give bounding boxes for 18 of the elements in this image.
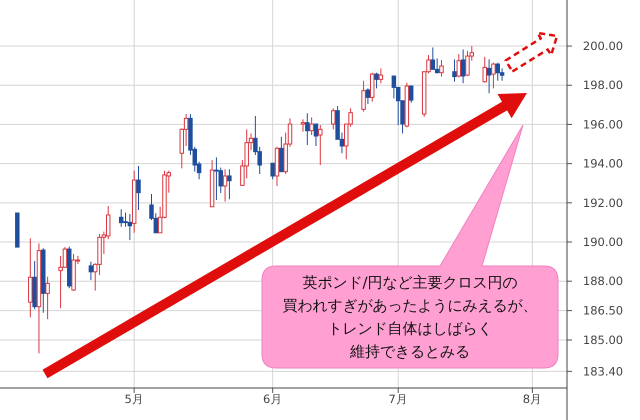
- y-tick-label: 192.00: [582, 196, 624, 210]
- y-tick-label: 183.40: [582, 364, 624, 378]
- x-tick-label: 5月: [124, 392, 144, 406]
- y-tick-label: 198.00: [582, 78, 624, 92]
- y-tick-label: 194.00: [582, 156, 624, 171]
- annotation: 英ポンド/円など主要クロス円の: [302, 274, 518, 292]
- y-tick-label: 186.50: [582, 304, 624, 318]
- x-tick-label: 8月: [522, 392, 542, 406]
- annotation: 維持できるとみる: [349, 342, 470, 360]
- annotation: トレンド自体はしばらく: [328, 320, 492, 338]
- y-tick-label: 185.00: [582, 332, 624, 347]
- annotation: 買われすぎがあったようにみえるが、: [282, 296, 538, 314]
- x-tick-label: 7月: [388, 392, 408, 406]
- y-tick-label: 196.00: [582, 117, 624, 132]
- y-tick-label: 200.00: [582, 39, 624, 54]
- x-tick-label: 6月: [263, 392, 282, 406]
- y-tick-label: 190.00: [582, 235, 624, 250]
- y-tick-label: 188.00: [582, 274, 624, 288]
